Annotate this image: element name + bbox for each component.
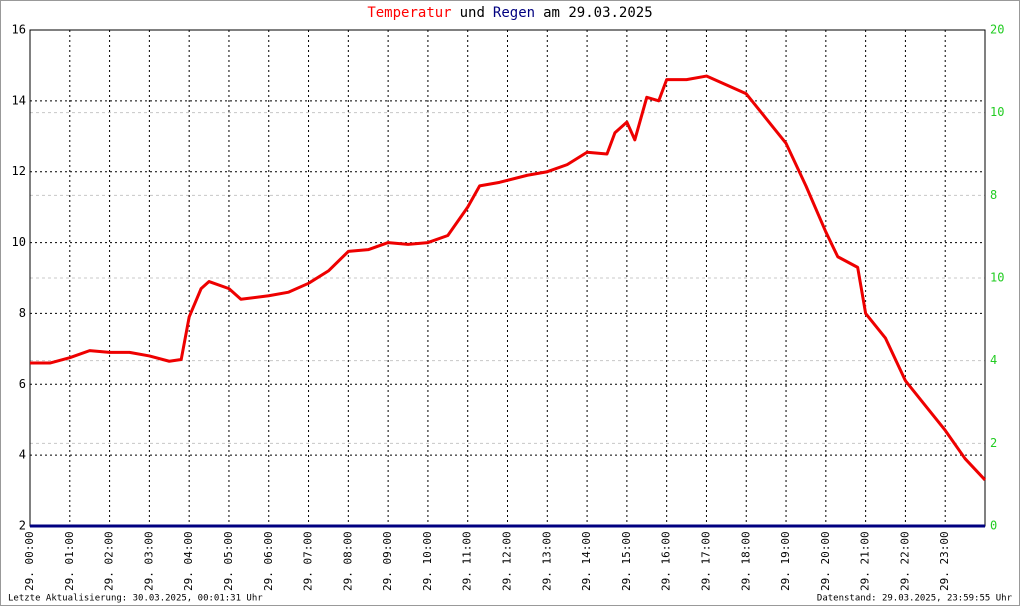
y2-tick-label: 10 xyxy=(990,105,1004,119)
x-tick-label: 29. 08:00 xyxy=(341,531,354,591)
y-tick-label: 2 xyxy=(19,519,26,533)
x-tick-label: 29. 04:00 xyxy=(182,531,195,591)
y2-tick-label: 8 xyxy=(990,188,997,202)
x-tick-label: 29. 06:00 xyxy=(262,531,275,591)
y-tick-label: 12 xyxy=(12,164,26,178)
title-part: und xyxy=(460,5,485,21)
x-tick-label: 29. 17:00 xyxy=(699,531,712,591)
x-tick-label: 29. 10:00 xyxy=(421,531,434,591)
y2-tick-label: 4 xyxy=(990,353,997,367)
x-tick-label: 29. 02:00 xyxy=(103,531,116,591)
x-tick-label: 29. 14:00 xyxy=(580,531,593,591)
x-tick-label: 29. 20:00 xyxy=(819,531,832,591)
x-tick-label: 29. 03:00 xyxy=(142,531,155,591)
footer-left: Letzte Aktualisierung: 30.03.2025, 00:01… xyxy=(8,594,263,604)
x-tick-label: 29. 19:00 xyxy=(779,531,792,591)
y2-tick-label: 20 xyxy=(990,23,1004,37)
x-tick-label: 29. 09:00 xyxy=(381,531,394,591)
x-tick-label: 29. 15:00 xyxy=(620,531,633,591)
x-tick-label: 29. 11:00 xyxy=(461,531,474,591)
title-part: Regen xyxy=(493,5,535,21)
x-tick-label: 29. 21:00 xyxy=(859,531,872,591)
chart-title: Temperatur und Regen am 29.03.2025 xyxy=(367,5,652,21)
y-tick-label: 6 xyxy=(19,377,26,391)
x-tick-label: 29. 01:00 xyxy=(63,531,76,591)
footer-right: Datenstand: 29.03.2025, 23:59:55 Uhr xyxy=(817,594,1013,604)
y-tick-label: 14 xyxy=(12,93,26,107)
x-tick-label: 29. 18:00 xyxy=(739,531,752,591)
x-tick-label: 29. 13:00 xyxy=(540,531,553,591)
y2-tick-label: 10 xyxy=(990,271,1004,285)
y2-tick-label: 2 xyxy=(990,436,997,450)
x-tick-label: 29. 00:00 xyxy=(23,531,36,591)
y2-tick-label: 0 xyxy=(990,519,997,533)
title-part: am 29.03.2025 xyxy=(543,5,653,21)
y-tick-label: 8 xyxy=(19,306,26,320)
series-line xyxy=(30,74,987,481)
x-tick-label: 29. 05:00 xyxy=(222,531,235,591)
x-tick-label: 29. 23:00 xyxy=(938,531,951,591)
x-tick-label: 29. 07:00 xyxy=(302,531,315,591)
x-tick-label: 29. 22:00 xyxy=(898,531,911,591)
plot-area xyxy=(30,30,985,526)
y-tick-label: 16 xyxy=(12,23,26,37)
y-tick-label: 4 xyxy=(19,448,26,462)
x-tick-label: 29. 12:00 xyxy=(501,531,514,591)
x-tick-label: 29. 16:00 xyxy=(660,531,673,591)
y-tick-label: 10 xyxy=(12,235,26,249)
title-part: Temperatur xyxy=(367,5,451,21)
